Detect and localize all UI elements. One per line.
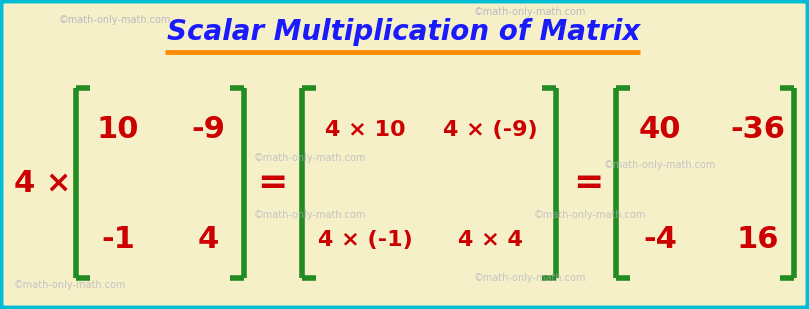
Text: ©math-only-math.com: ©math-only-math.com — [14, 280, 126, 290]
Text: 4 × 4: 4 × 4 — [458, 230, 523, 250]
Text: -36: -36 — [731, 116, 786, 145]
Text: ©math-only-math.com: ©math-only-math.com — [59, 15, 172, 25]
Text: 4 ×: 4 × — [14, 168, 71, 197]
Text: =: = — [256, 166, 287, 200]
Text: 40: 40 — [639, 116, 681, 145]
Text: 4 × (-1): 4 × (-1) — [318, 230, 413, 250]
Text: 10: 10 — [97, 116, 139, 145]
Text: 4 × 10: 4 × 10 — [324, 120, 405, 140]
Text: -9: -9 — [191, 116, 225, 145]
Text: 4 × (-9): 4 × (-9) — [443, 120, 537, 140]
Text: Scalar Multiplication of Matrix: Scalar Multiplication of Matrix — [167, 18, 641, 46]
Text: -1: -1 — [101, 226, 135, 255]
Text: -4: -4 — [643, 226, 677, 255]
Text: ©math-only-math.com: ©math-only-math.com — [534, 210, 646, 220]
Text: ©math-only-math.com: ©math-only-math.com — [474, 7, 587, 17]
Text: ©math-only-math.com: ©math-only-math.com — [474, 273, 587, 283]
Text: =: = — [573, 166, 604, 200]
Text: 4: 4 — [197, 226, 218, 255]
Text: ©math-only-math.com: ©math-only-math.com — [254, 153, 366, 163]
Text: ©math-only-math.com: ©math-only-math.com — [604, 160, 716, 170]
Text: 16: 16 — [737, 226, 779, 255]
Text: ©math-only-math.com: ©math-only-math.com — [254, 210, 366, 220]
